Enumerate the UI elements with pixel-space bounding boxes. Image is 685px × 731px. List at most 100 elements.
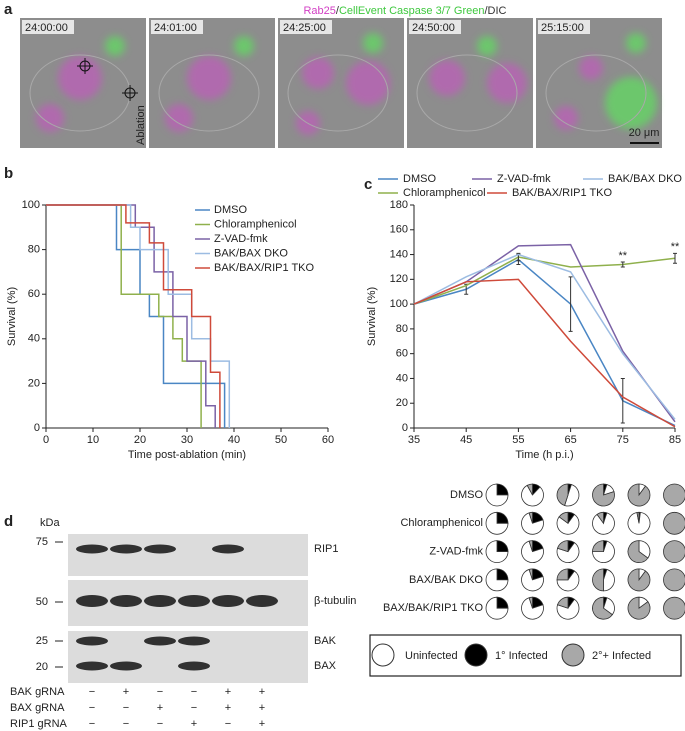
timestamp: 24:01:00 — [154, 22, 197, 34]
title-part: / — [336, 5, 340, 17]
pie-wedge — [556, 598, 580, 620]
significance: ** — [671, 241, 680, 253]
band — [212, 544, 244, 554]
y-tick-label: 0 — [34, 422, 40, 434]
grna-sign: − — [225, 718, 231, 730]
y-tick-label: 140 — [390, 248, 408, 260]
timestamp-bg — [151, 20, 203, 34]
timestamp: 24:50:00 — [412, 22, 455, 34]
pie-wedge — [627, 540, 649, 563]
timestamp-bg — [280, 20, 332, 34]
title-part: CellEvent Caspase 3/7 Green — [339, 5, 485, 17]
band — [76, 595, 108, 607]
band-label: β-tubulin — [314, 595, 356, 607]
kda-header: kDa — [40, 517, 60, 529]
pie-wedge — [485, 596, 509, 620]
pie-wedge — [528, 540, 533, 552]
pie-wedge — [521, 484, 544, 507]
cell-signal — [626, 33, 646, 53]
pie-wedge — [526, 483, 533, 496]
cell-signal — [605, 77, 657, 129]
timestamp-bg — [409, 20, 461, 34]
row-label: BAX/BAK/RIP1 TKO — [383, 602, 484, 614]
pie-wedge — [592, 568, 604, 592]
grna-label: BAK gRNA — [10, 686, 65, 698]
pie-wedge — [663, 483, 685, 507]
pie-wedge — [627, 568, 651, 592]
band — [178, 595, 210, 607]
timestamp: 25:15:00 — [541, 22, 584, 34]
legend-label: Uninfected — [405, 650, 458, 662]
timestamp-bg — [22, 20, 74, 34]
pie-wedge — [496, 511, 509, 524]
panel-label: d — [4, 513, 13, 530]
survival-curve — [46, 204, 221, 428]
y-tick-label: 40 — [396, 372, 408, 384]
error-bar — [568, 276, 573, 332]
kda-marker: 20 — [36, 661, 48, 673]
panel-label: a — [4, 1, 13, 18]
grna-sign: + — [259, 718, 265, 730]
band — [212, 595, 244, 607]
legend-swatch — [561, 643, 585, 667]
pie-wedge — [603, 568, 615, 592]
pie-wedge — [528, 511, 533, 524]
band — [110, 595, 142, 607]
legend-label: 1° Infected — [495, 650, 548, 662]
x-tick-label: 60 — [322, 434, 334, 446]
grna-sign: − — [89, 686, 95, 698]
significance: ** — [619, 250, 628, 262]
pie-wedge — [557, 596, 569, 609]
pie-wedge — [627, 483, 651, 507]
x-tick-label: 40 — [228, 434, 240, 446]
grna-sign: + — [225, 702, 231, 714]
grna-sign: − — [157, 686, 163, 698]
pie-legend-box — [369, 634, 682, 677]
error-bar — [673, 252, 677, 264]
grna-sign: + — [225, 686, 231, 698]
panel-label: b — [4, 165, 13, 182]
row-label: DMSO — [450, 489, 483, 501]
pie-wedge — [592, 596, 613, 620]
timestamp: 24:25:00 — [283, 22, 326, 34]
title-part: Rab25 — [303, 5, 335, 17]
band — [110, 544, 142, 554]
pie-wedge — [556, 568, 569, 581]
grna-sign: + — [259, 686, 265, 698]
band-label: BAX — [314, 660, 337, 672]
pie-wedge — [528, 596, 533, 609]
line-series — [413, 253, 676, 420]
y-tick-label: 20 — [28, 377, 40, 389]
pie-wedge — [636, 511, 640, 524]
pie-wedge — [627, 511, 651, 535]
legend-label: BAK/BAX/RIP1 TKO — [214, 262, 315, 274]
pie-wedge — [528, 568, 533, 581]
legend-swatch — [371, 643, 395, 667]
survival-curve — [46, 204, 216, 428]
grna-sign: − — [123, 718, 129, 730]
grna-sign: + — [191, 718, 197, 730]
legend-label: Z-VAD-fmk — [497, 173, 551, 185]
grna-sign: + — [157, 702, 163, 714]
grna-label: RIP1 gRNA — [10, 718, 68, 730]
cell-signal — [105, 36, 125, 56]
band — [110, 661, 142, 671]
cell-signal — [579, 56, 603, 80]
legend-label: Chloramphenicol — [214, 218, 297, 230]
scale-bar-label: 20 μm — [629, 127, 660, 139]
y-tick-label: 60 — [396, 348, 408, 360]
error-bar — [620, 377, 625, 424]
x-tick-label: 45 — [460, 434, 472, 446]
kda-marker: 50 — [36, 596, 48, 608]
microscopy-strip: 24:00:00 24:01:00 24:25:00 24:50:00 25:15:00… — [20, 18, 662, 148]
pie-wedge — [521, 568, 544, 592]
pie-wedge — [627, 596, 651, 620]
cell-outline — [545, 54, 647, 132]
band — [76, 544, 108, 554]
line-series — [413, 243, 676, 423]
grna-sign: − — [123, 702, 129, 714]
grna-sign: + — [259, 702, 265, 714]
x-tick-label: 30 — [181, 434, 193, 446]
pie-wedge — [663, 568, 685, 592]
